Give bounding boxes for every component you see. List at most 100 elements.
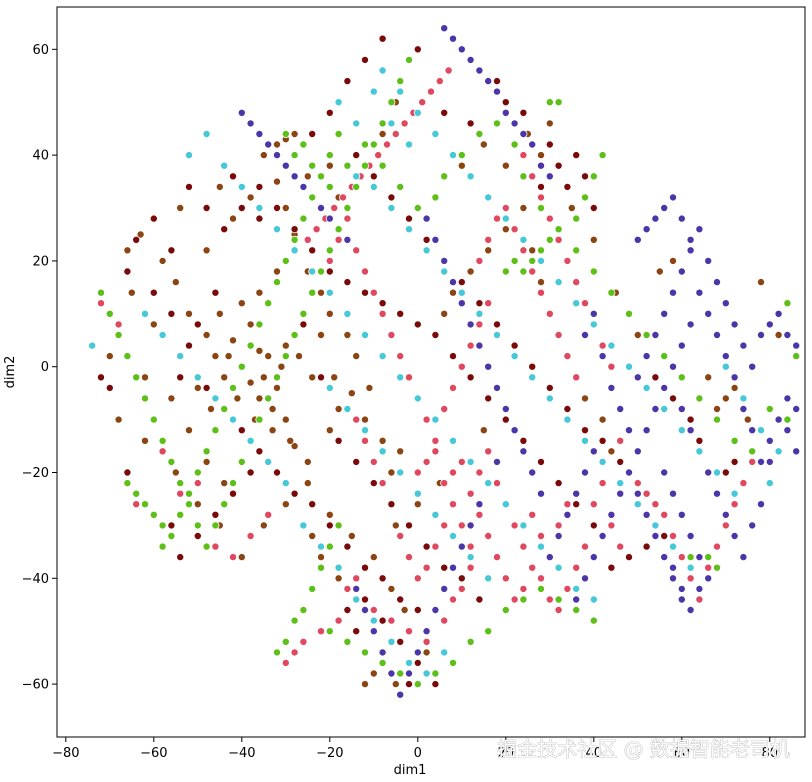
data-point-s5-85 (140, 309, 149, 318)
data-point-s2-100 (264, 510, 273, 519)
data-point-s3-26 (774, 415, 783, 424)
data-point-s3-136 (492, 87, 501, 96)
data-point-s4-134 (554, 98, 563, 107)
data-point-s3-75 (651, 214, 660, 223)
data-point-s5-98 (721, 362, 730, 371)
data-point-s0-95 (308, 532, 317, 541)
data-point-s1-42 (422, 235, 431, 244)
data-point-s4-21 (281, 352, 290, 361)
data-point-s5-2 (202, 129, 211, 138)
data-point-s1-108 (572, 500, 581, 509)
data-point-s3-106 (290, 172, 299, 181)
data-point-s4-83 (695, 394, 704, 403)
data-point-s1-122 (325, 267, 334, 276)
data-point-s4-11 (193, 521, 202, 530)
data-point-s5-25 (352, 172, 361, 181)
data-point-s3-14 (704, 256, 713, 265)
x-tick-label: 40 (586, 746, 603, 761)
data-point-s4-45 (255, 320, 264, 329)
data-point-s5-103 (404, 140, 413, 149)
data-point-s0-13 (237, 299, 246, 308)
data-point-s5-87 (176, 352, 185, 361)
data-point-s4-68 (440, 172, 449, 181)
data-point-s1-75 (184, 341, 193, 350)
data-point-s1-104 (642, 542, 651, 551)
data-point-s3-119 (404, 669, 413, 678)
data-point-s3-13 (695, 225, 704, 234)
data-point-s5-72 (404, 658, 413, 667)
data-point-s4-3 (123, 352, 132, 361)
x-tick-label: 80 (762, 746, 779, 761)
data-point-s2-140 (677, 553, 686, 562)
data-point-s5-19 (501, 500, 510, 509)
data-point-s3-89 (510, 426, 519, 435)
data-point-s2-127 (400, 119, 409, 128)
data-point-s3-70 (651, 532, 660, 541)
data-point-s1-88 (413, 606, 422, 615)
data-point-s0-70 (347, 532, 356, 541)
data-point-s2-6 (466, 489, 475, 498)
data-point-s0-107 (396, 447, 405, 456)
data-point-s3-34 (704, 309, 713, 318)
data-point-s1-100 (669, 394, 678, 403)
data-point-s3-61 (669, 489, 678, 498)
data-point-s4-74 (537, 203, 546, 212)
data-point-s1-112 (501, 415, 510, 424)
data-point-s2-94 (158, 447, 167, 456)
data-point-s2-30 (422, 563, 431, 572)
data-point-s4-109 (431, 669, 440, 678)
data-point-s4-9 (176, 479, 185, 488)
data-point-s0-5 (259, 373, 268, 382)
data-point-s3-18 (739, 341, 748, 350)
data-point-s0-123 (176, 203, 185, 212)
data-point-s3-37 (677, 341, 686, 350)
data-point-s0-87 (757, 278, 766, 287)
data-point-s5-88 (193, 373, 202, 382)
data-point-s0-4 (255, 394, 264, 403)
data-point-s5-21 (537, 542, 546, 551)
data-point-s5-66 (299, 521, 308, 530)
data-point-s4-81 (660, 352, 669, 361)
data-point-s2-85 (572, 278, 581, 287)
data-point-s4-72 (510, 140, 519, 149)
data-point-s0-27 (352, 352, 361, 361)
data-point-s0-20 (281, 415, 290, 424)
data-point-s3-116 (378, 648, 387, 657)
y-axis-label: dim2 (3, 356, 18, 389)
data-point-s0-53 (589, 235, 598, 244)
data-point-s4-73 (519, 172, 528, 181)
data-point-s4-56 (158, 542, 167, 551)
data-point-s0-115 (537, 278, 546, 287)
data-point-s3-2 (598, 352, 607, 361)
data-point-s4-113 (501, 606, 510, 615)
data-point-s0-72 (391, 521, 400, 530)
data-point-s0-59 (105, 352, 114, 361)
data-point-s3-49 (572, 595, 581, 604)
data-point-s2-39 (519, 246, 528, 255)
data-point-s3-53 (704, 468, 713, 477)
data-point-s3-48 (581, 574, 590, 583)
data-point-s3-54 (713, 489, 722, 498)
data-point-s1-50 (563, 404, 572, 413)
data-point-s1-38 (352, 151, 361, 160)
data-point-s2-43 (554, 330, 563, 339)
data-point-s2-22 (492, 553, 501, 562)
data-point-s5-84 (484, 574, 493, 583)
data-point-s0-89 (158, 256, 167, 265)
data-point-s3-10 (669, 288, 678, 297)
data-point-s2-29 (431, 542, 440, 551)
data-point-s2-3 (440, 479, 449, 488)
data-point-s5-1 (184, 151, 193, 160)
data-point-s1-54 (545, 140, 554, 149)
data-point-s4-111 (466, 637, 475, 646)
data-point-s0-6 (264, 352, 273, 361)
data-point-s1-71 (132, 235, 141, 244)
data-point-s2-66 (360, 436, 369, 445)
data-point-s3-0 (581, 330, 590, 339)
data-point-s5-100 (352, 119, 361, 128)
data-point-s3-100 (237, 108, 246, 117)
data-point-s4-6 (149, 415, 158, 424)
data-point-s5-78 (378, 447, 387, 456)
data-point-s3-140 (528, 140, 537, 149)
data-point-s4-121 (140, 500, 149, 509)
